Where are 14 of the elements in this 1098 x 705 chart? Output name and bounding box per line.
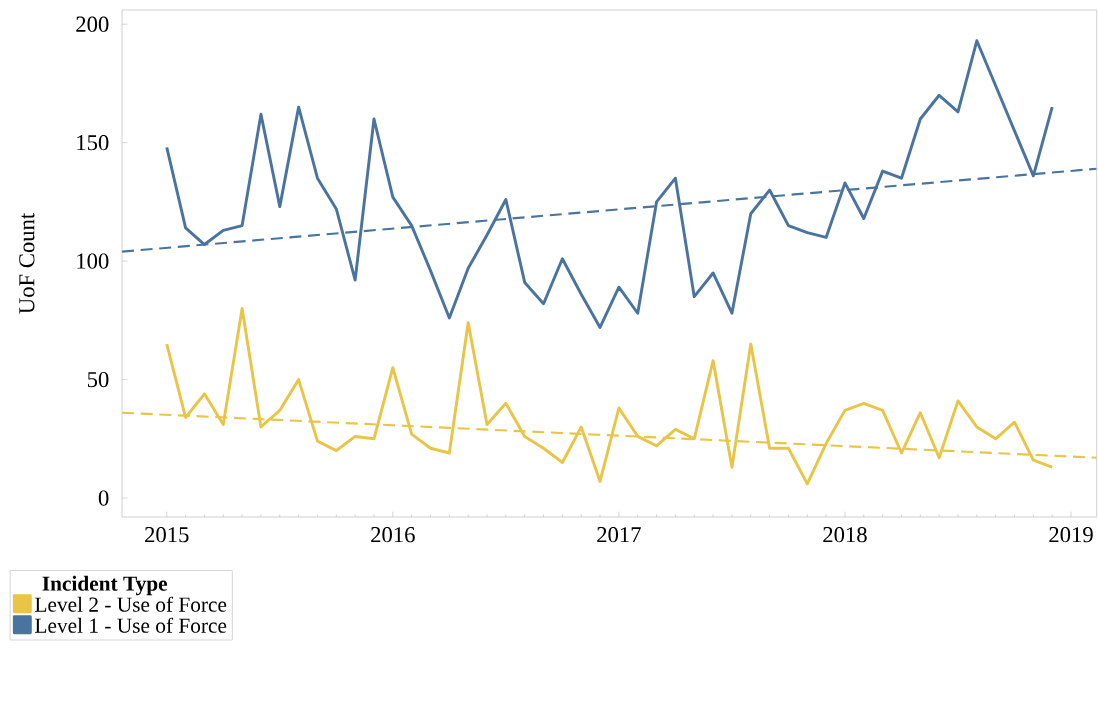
x-tick-label: 2018 [823,527,867,543]
y-tick-label: 50 [87,371,109,388]
x-tick-label: 2019 [1049,527,1093,543]
y-tick-label: 150 [77,135,109,151]
y-tick-label: 200 [76,16,109,32]
y-tick-label: 100 [77,253,109,269]
x-tick-label: 2015 [145,527,189,543]
y-tick-label: 0 [98,490,109,506]
y-axis-title: UoF Count [19,212,35,314]
x-tick-label: 2017 [597,527,641,543]
legend-label: Level 1 - Use of Force [35,617,227,633]
x-tick-label: 2016 [371,527,415,543]
legend-title: Incident Type [42,575,168,596]
legend-label: Level 2 - Use of Force [35,596,227,612]
